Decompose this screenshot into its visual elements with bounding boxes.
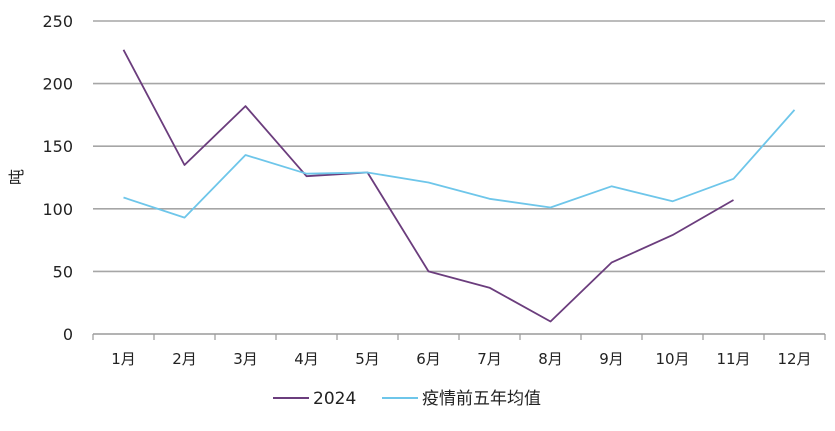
series-line-0: [122, 49, 734, 323]
x-tick-label: 4月: [294, 350, 319, 368]
y-tick-label: 250: [42, 12, 73, 31]
legend-label: 2024: [313, 389, 356, 409]
grid-lines: [93, 20, 825, 273]
x-axis: 1月 2月 3月 4月 5月 6月 7月 8月 9月 10月 11月 12月: [92, 333, 826, 368]
y-tick-label: 150: [42, 137, 73, 156]
x-tick-label: 7月: [477, 350, 502, 368]
x-tick-label: 8月: [538, 350, 563, 368]
x-tick-label: 2月: [172, 350, 197, 368]
legend-label: 疫情前五年均值: [422, 389, 541, 409]
y-tick-label: 100: [42, 200, 73, 219]
legend: 2024 疫情前五年均值: [273, 389, 541, 409]
y-axis-label: 吨: [7, 169, 26, 185]
x-tick-label: 9月: [599, 350, 624, 368]
x-tick-label: 3月: [233, 350, 258, 368]
x-tick-label: 10月: [655, 350, 689, 368]
x-tick-label: 12月: [777, 350, 811, 368]
x-tick-label: 1月: [111, 350, 136, 368]
series-line-1: [123, 109, 796, 219]
x-tick-label: 6月: [416, 350, 441, 368]
y-tick-label: 200: [42, 75, 73, 94]
y-tick-label: 50: [53, 262, 73, 281]
series-lines: [122, 49, 796, 323]
y-tick-labels: 0 50 100 150 200 250: [42, 12, 73, 344]
x-tick-label: 11月: [716, 350, 750, 368]
y-tick-label: 0: [63, 325, 73, 344]
x-tick-label: 5月: [355, 350, 380, 368]
